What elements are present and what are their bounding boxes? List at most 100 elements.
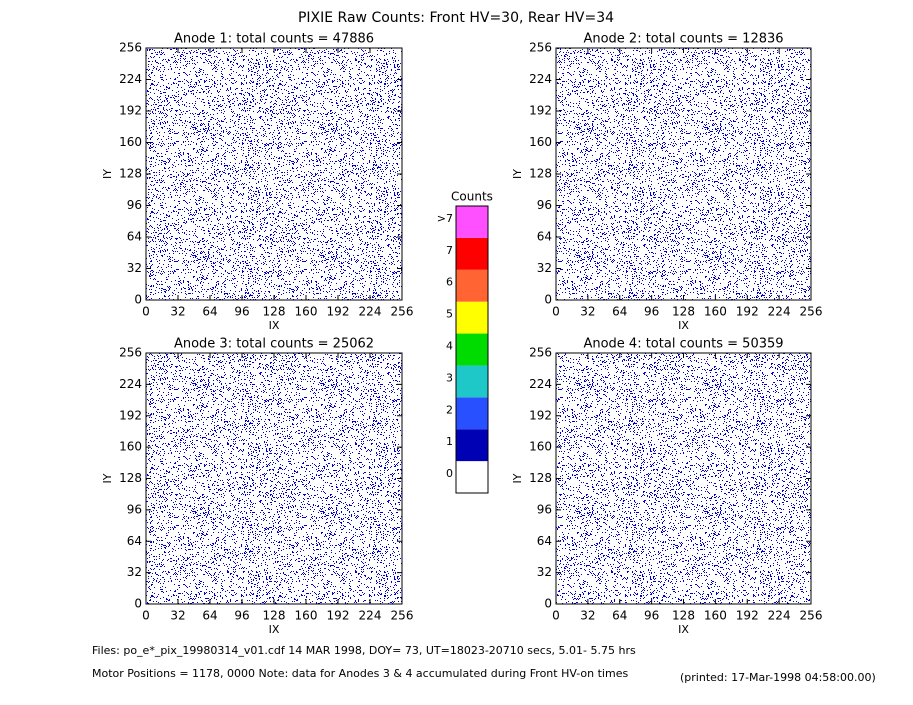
y-tick-label: 64 [537,534,552,548]
colorbar-swatch [456,461,488,493]
colorbar-label: 2 [446,403,453,416]
x-tick-label: 128 [672,609,695,623]
colorbar-swatch [456,269,488,302]
colorbar-swatch [456,397,488,430]
x-tick-label: 160 [295,305,318,319]
colorbar-swatch [456,206,488,238]
x-tick-label: 192 [736,609,759,623]
colorbar-label: 4 [446,340,453,353]
colorbar-label: 7 [446,244,453,257]
x-tick-label: 128 [672,305,695,319]
y-tick-label: 256 [529,41,552,55]
colorbar-frame [455,205,489,494]
plot-title: Anode 4: total counts = 50359 [583,337,783,352]
heatmap-area [146,353,402,604]
x-tick-label: 224 [359,609,382,623]
x-tick-label: 256 [391,305,414,319]
page-title: PIXIE Raw Counts: Front HV=30, Rear HV=3… [298,10,614,26]
x-tick-label: 160 [704,305,727,319]
y-tick-label: 32 [537,565,552,579]
x-tick-label: 0 [552,609,560,623]
y-tick-label: 96 [537,198,552,212]
y-axis-label: IY [511,473,524,483]
y-tick-label: 96 [127,198,142,212]
x-tick-label: 256 [800,305,823,319]
colorbar-label: 6 [446,276,453,289]
colorbar-title: Counts [451,190,493,204]
heatmap-area [556,48,811,300]
colorbar-swatch [456,365,488,398]
y-tick-label: 128 [119,471,142,485]
heatmap-area [146,48,402,300]
x-axis-label: IX [269,623,280,636]
x-tick-label: 160 [704,609,727,623]
y-tick-label: 128 [529,167,552,181]
x-tick-label: 192 [327,305,350,319]
y-tick-label: 128 [119,167,142,181]
colorbar-label: 3 [446,371,453,384]
x-tick-label: 32 [580,609,595,623]
colorbar-swatch [456,301,488,334]
x-tick-label: 64 [202,609,217,623]
y-tick-label: 32 [127,261,142,275]
x-tick-label: 32 [170,609,185,623]
y-tick-label: 0 [134,293,142,307]
heatmap-area [556,353,811,604]
x-tick-label: 0 [552,305,560,319]
y-tick-label: 256 [119,346,142,360]
y-tick-label: 0 [544,293,552,307]
x-tick-label: 160 [295,609,318,623]
plot-title: Anode 3: total counts = 25062 [174,337,374,352]
y-tick-label: 192 [529,104,552,118]
y-tick-label: 64 [127,534,142,548]
y-tick-label: 96 [537,502,552,516]
x-axis-label: IX [678,623,689,636]
x-tick-label: 96 [234,305,249,319]
y-tick-label: 256 [529,346,552,360]
footer-files: Files: po_e*_pix_19980314_v01.cdf 14 MAR… [92,644,636,657]
y-axis-label: IY [101,169,114,179]
x-tick-label: 96 [644,609,659,623]
y-tick-label: 96 [127,502,142,516]
y-tick-label: 160 [529,440,552,454]
y-tick-label: 32 [537,261,552,275]
x-tick-label: 128 [263,609,286,623]
y-axis-label: IY [511,169,524,179]
x-axis-label: IX [678,319,689,332]
x-tick-label: 64 [612,609,627,623]
footer-motor: Motor Positions = 1178, 0000 Note: data … [92,667,628,680]
x-tick-label: 96 [644,305,659,319]
plot-title: Anode 2: total counts = 12836 [583,32,783,47]
colorbar-label: 5 [446,308,453,321]
colorbar-swatch [456,333,488,366]
colorbar-label: >7 [437,212,453,225]
x-tick-label: 64 [202,305,217,319]
colorbar-label: 1 [446,435,453,448]
x-tick-label: 96 [234,609,249,623]
x-tick-label: 224 [359,305,382,319]
x-tick-label: 192 [736,305,759,319]
x-tick-label: 256 [800,609,823,623]
y-tick-label: 160 [529,135,552,149]
x-tick-label: 32 [170,305,185,319]
x-tick-label: 32 [580,305,595,319]
y-tick-label: 224 [119,377,142,391]
x-tick-label: 64 [612,305,627,319]
x-tick-label: 128 [263,305,286,319]
x-axis-label: IX [269,319,280,332]
y-tick-label: 128 [529,471,552,485]
y-tick-label: 192 [529,408,552,422]
y-tick-label: 64 [127,230,142,244]
x-tick-label: 192 [327,609,350,623]
x-tick-label: 224 [768,305,791,319]
y-tick-label: 160 [119,135,142,149]
x-tick-label: 0 [142,609,150,623]
x-tick-label: 0 [142,305,150,319]
y-tick-label: 224 [529,377,552,391]
y-tick-label: 224 [529,72,552,86]
y-tick-label: 192 [119,408,142,422]
y-tick-label: 256 [119,41,142,55]
colorbar-label: 0 [446,467,453,480]
y-tick-label: 64 [537,230,552,244]
